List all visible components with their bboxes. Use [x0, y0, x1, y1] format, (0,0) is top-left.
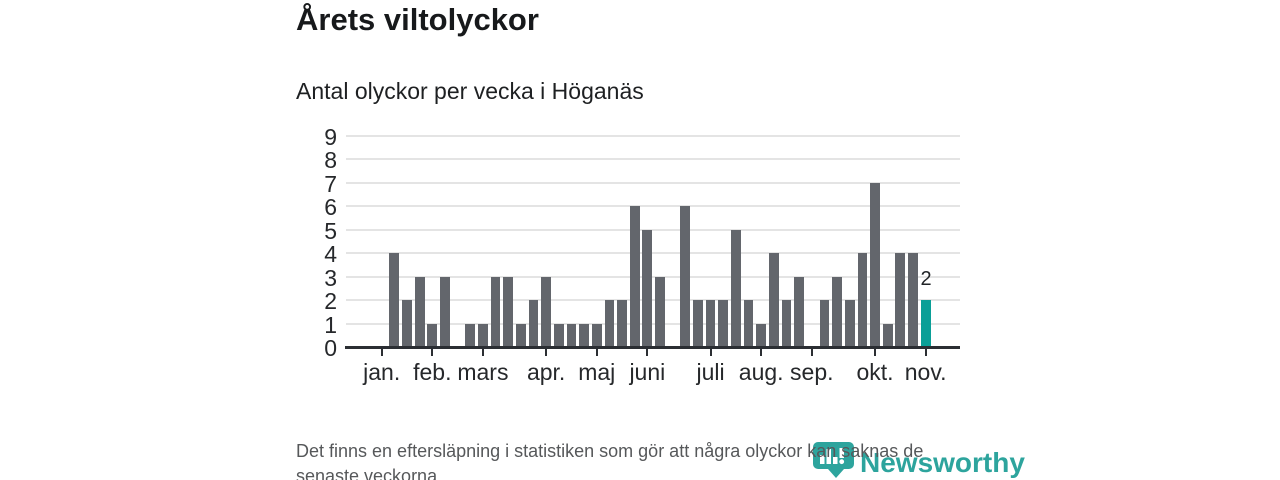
bar: [528, 300, 539, 347]
bar: [465, 323, 476, 347]
x-axis-tick: [760, 349, 763, 356]
gridline: [346, 228, 960, 231]
y-axis-tick-label: 4: [324, 241, 337, 267]
month-tick-label: juni: [629, 359, 666, 385]
bar: [515, 323, 526, 347]
bar: [579, 323, 589, 347]
bar: [490, 276, 501, 347]
bar: [819, 300, 830, 347]
bar: [541, 276, 552, 347]
bar: [756, 323, 767, 347]
y-axis-tick-label: 8: [324, 147, 337, 173]
bar: [553, 323, 564, 347]
gridline: [346, 134, 960, 137]
month-tick-label: nov.: [904, 359, 947, 385]
x-axis-tick: [810, 349, 813, 356]
footnote-line-1: Det finns en eftersläpning i statistiken…: [296, 441, 924, 461]
y-axis-tick-label: 1: [324, 311, 337, 338]
month-tick-label: juli: [696, 359, 725, 385]
month-tick-label: aug.: [738, 359, 784, 385]
bar: [591, 323, 602, 347]
bar: [629, 206, 640, 347]
y-axis-tick-label: 3: [324, 264, 337, 291]
month-tick-label: maj: [578, 359, 616, 385]
month-tick-label: sep.: [790, 359, 834, 385]
month-tick-label: jan.: [363, 359, 401, 385]
bar: [402, 300, 412, 347]
bar: [642, 229, 653, 347]
bar: [781, 300, 792, 347]
bar: [566, 323, 577, 347]
gridline: [346, 322, 960, 325]
x-axis-tick: [874, 349, 877, 356]
chart-title: Årets viltolyckor: [296, 2, 539, 37]
month-tick-label: mars: [457, 359, 509, 385]
month-tick-label: feb.: [413, 359, 452, 385]
highlighted-bar: [920, 300, 931, 347]
bar: [768, 253, 779, 347]
y-axis-tick-label: 2: [324, 288, 337, 314]
bar: [414, 276, 425, 347]
gridline: [346, 205, 960, 207]
y-axis-tick-label: 0: [324, 335, 337, 361]
month-tick-label: apr.: [526, 359, 566, 385]
x-axis-tick: [709, 349, 712, 356]
x-axis-tick: [646, 349, 649, 356]
bar: [718, 300, 729, 347]
bar: [478, 323, 488, 347]
bar: [503, 276, 514, 347]
x-axis-line: [345, 346, 960, 349]
y-axis-tick-label: 7: [324, 170, 337, 197]
newsworthy-wordmark: Newsworthy: [860, 446, 1025, 478]
x-axis-tick: [481, 349, 484, 356]
bar: [427, 323, 438, 347]
bar: [655, 276, 665, 347]
bar: [908, 253, 918, 347]
bar: [604, 300, 615, 347]
bar: [870, 182, 880, 347]
bar: [832, 276, 842, 347]
footnote-line-2: senaste veckorna.: [296, 466, 443, 480]
highlight-value-label: 2: [920, 268, 932, 290]
chart-subtitle: Antal olyckor per vecka i Höganäs: [296, 78, 644, 104]
y-axis-tick-label: 9: [324, 123, 337, 150]
bar: [440, 276, 450, 347]
bar: [693, 300, 703, 347]
bar: [794, 276, 805, 347]
gridline: [346, 252, 960, 254]
y-axis-tick-label: 6: [324, 194, 337, 220]
bar: [705, 300, 716, 347]
bar: [389, 253, 400, 347]
newsworthy-logo: Newsworthy: [812, 441, 1025, 480]
y-axis-tick-label: 5: [324, 217, 337, 244]
newsworthy-chart-bubble-icon: [812, 441, 856, 480]
x-axis-tick: [431, 349, 434, 356]
x-axis-tick: [380, 349, 383, 356]
gridline: [346, 181, 960, 184]
bar: [844, 300, 855, 347]
bar: [680, 206, 691, 347]
gridline: [346, 299, 960, 301]
footnote: Det finns en eftersläpning i statistiken…: [296, 439, 923, 480]
gridline: [346, 158, 960, 160]
x-axis-tick: [545, 349, 548, 356]
x-axis-tick: [924, 349, 927, 356]
bar: [617, 300, 627, 347]
bar: [857, 253, 868, 347]
bar: [882, 323, 893, 347]
month-tick-label: okt.: [856, 359, 894, 385]
bar: [743, 300, 754, 347]
bar: [895, 253, 906, 347]
bar: [731, 229, 741, 347]
gridline: [346, 275, 960, 278]
x-axis-tick: [595, 349, 598, 356]
